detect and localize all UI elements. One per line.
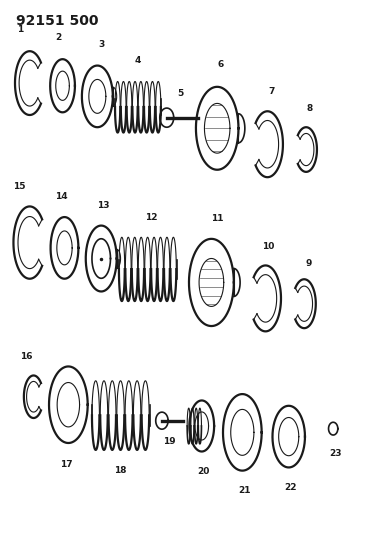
- Text: 17: 17: [60, 460, 73, 469]
- Text: 7: 7: [268, 86, 274, 95]
- Text: 12: 12: [145, 213, 158, 222]
- Text: 2: 2: [55, 34, 62, 43]
- Text: 14: 14: [55, 192, 68, 201]
- Text: 19: 19: [163, 438, 175, 447]
- Text: 15: 15: [13, 182, 25, 191]
- Text: 92151 500: 92151 500: [16, 14, 99, 28]
- Text: 13: 13: [97, 201, 109, 210]
- Text: 20: 20: [197, 467, 210, 476]
- Text: 10: 10: [262, 243, 275, 252]
- Text: 9: 9: [306, 259, 312, 268]
- Text: 11: 11: [211, 214, 223, 223]
- Text: 4: 4: [135, 56, 141, 64]
- Text: 5: 5: [177, 89, 184, 98]
- Text: 22: 22: [284, 483, 297, 492]
- Text: 6: 6: [218, 60, 224, 69]
- Text: 23: 23: [329, 449, 341, 458]
- Text: 16: 16: [19, 352, 32, 361]
- Text: 18: 18: [114, 466, 127, 474]
- Text: 1: 1: [17, 26, 23, 35]
- Text: 21: 21: [238, 486, 251, 495]
- Text: 3: 3: [98, 40, 104, 49]
- Text: 8: 8: [307, 104, 313, 113]
